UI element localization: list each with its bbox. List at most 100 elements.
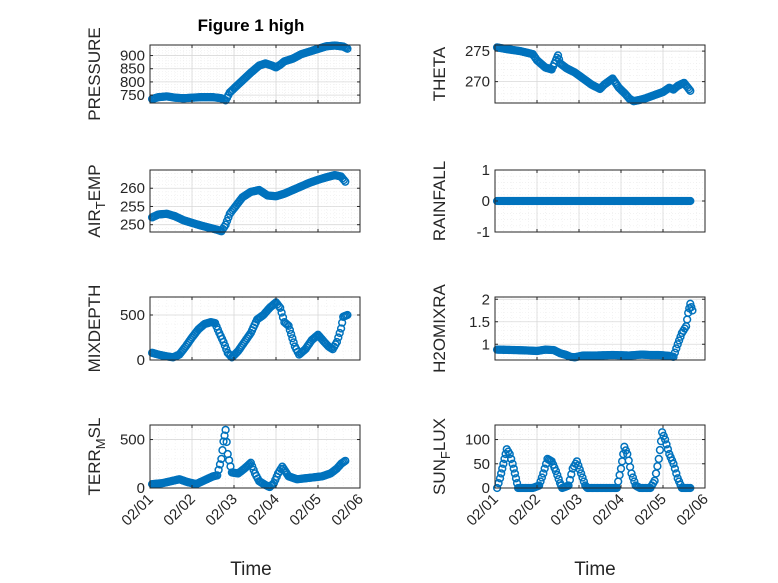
data-point [567, 470, 576, 479]
data-point [497, 469, 506, 478]
y-tick-label: 0 [482, 480, 490, 497]
data-point [215, 460, 225, 469]
y-tick-label: 260 [120, 180, 145, 197]
data-point [655, 445, 665, 455]
subplot-rainfall: -1 0 1 RAINFALL [430, 161, 706, 241]
y-tick-label: 275 [465, 43, 490, 60]
y-tick-label: 250 [120, 217, 145, 234]
data-point [222, 216, 232, 226]
data-point [336, 324, 346, 333]
data-points [492, 43, 695, 106]
data-point [537, 473, 547, 482]
data-points [492, 428, 695, 493]
data-point [289, 338, 298, 347]
y-tick-label: 0 [137, 352, 145, 369]
data-point [509, 464, 518, 473]
axes-box [494, 296, 706, 361]
y-tick-label: 750 [120, 87, 145, 104]
subplot-h2omixra: 1 1.5 2 H2OMIXRA [430, 283, 706, 373]
data-point [575, 465, 584, 474]
data-point [654, 454, 663, 464]
y-axis-label: RAINFALL [430, 161, 449, 241]
data-point [498, 464, 507, 473]
data-point [221, 425, 230, 434]
data-point [507, 454, 516, 464]
data-point [341, 456, 350, 466]
y-tick-label: 800 [120, 74, 145, 91]
data-point [284, 321, 293, 330]
plot-area [495, 425, 705, 488]
data-point [285, 325, 295, 335]
y-tick-label: 500 [120, 432, 145, 449]
x-tick-label: 02/03 [202, 491, 241, 530]
y-tick-label: 50 [473, 456, 490, 473]
data-point [339, 175, 349, 185]
data-point [505, 449, 514, 459]
data-point [343, 310, 352, 320]
data-point [574, 461, 583, 470]
data-point [334, 333, 343, 342]
subplot-mixdepth: 0 500 MIXDEPTH [85, 285, 361, 373]
y-tick-label: 0 [482, 193, 490, 210]
subplot-theta: 270 275 THETA [430, 43, 706, 106]
data-point [217, 454, 226, 464]
y-tick-label: 0 [137, 480, 145, 497]
data-point [627, 469, 636, 478]
data-point [511, 474, 521, 483]
data-point [551, 466, 561, 476]
data-point [553, 470, 562, 480]
data-point [672, 344, 681, 353]
data-point [286, 329, 296, 339]
y-axis-label: THETA [430, 46, 449, 101]
data-point [508, 459, 517, 468]
data-point [495, 474, 505, 483]
y-axis-label: SUNFLUX [430, 418, 453, 495]
y-tick-label: 900 [120, 48, 145, 65]
x-axis-label-left: Time [230, 559, 272, 580]
y-tick-label: 1 [482, 336, 490, 353]
data-point [564, 481, 573, 490]
data-point [288, 334, 297, 343]
data-point [669, 459, 678, 468]
y-axis-label: MIXDEPTH [85, 285, 104, 373]
figure-title: Figure 1 high [198, 16, 305, 35]
x-axis-label-right: Time [574, 559, 616, 580]
data-point [540, 464, 549, 473]
data-point [670, 348, 680, 357]
data-point [674, 336, 684, 345]
data-point [663, 445, 673, 454]
y-axis-label: TERRMSL [85, 418, 108, 496]
data-points [492, 196, 695, 206]
axes-box [494, 44, 706, 104]
x-tick-label: 02/02 [505, 491, 544, 530]
data-point [510, 469, 520, 478]
y-axis-label: H2OMIXRA [430, 283, 449, 372]
data-points [147, 425, 350, 492]
data-point [213, 471, 222, 480]
data-point [670, 464, 680, 473]
data-point [221, 220, 230, 229]
axes-box [149, 44, 361, 104]
x-tick-label: 02/06 [328, 491, 367, 530]
data-points [147, 41, 352, 105]
x-tick-label: 02/06 [673, 491, 712, 530]
data-point [499, 459, 508, 468]
data-point [686, 86, 695, 95]
data-point [684, 85, 694, 94]
data-point [572, 457, 582, 466]
data-point [553, 51, 563, 60]
data-point [222, 437, 231, 447]
data-points [147, 298, 352, 362]
data-points [492, 299, 697, 362]
y-tick-label: 270 [465, 74, 490, 91]
data-point [214, 465, 223, 475]
data-point [673, 340, 682, 349]
y-tick-label: -1 [477, 224, 490, 241]
x-tick-label: 02/04 [589, 491, 628, 530]
x-tick-label: 02/03 [547, 491, 586, 530]
data-point [660, 435, 670, 444]
